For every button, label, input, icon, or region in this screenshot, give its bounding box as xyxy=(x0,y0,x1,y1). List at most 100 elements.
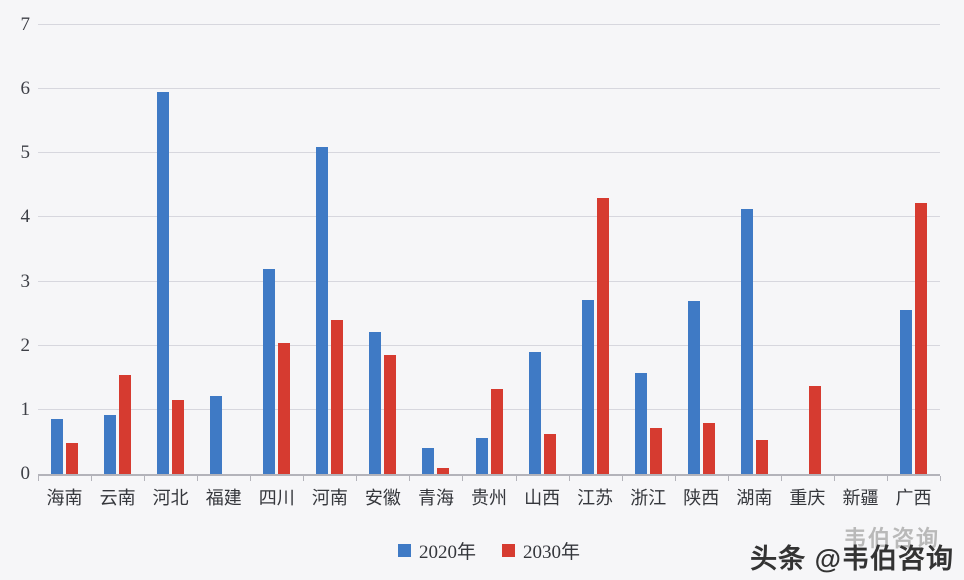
axis-tick-mark xyxy=(780,476,782,481)
bar-2020年-湖南 xyxy=(740,209,753,474)
axis-tick-mark xyxy=(38,476,39,481)
bar-group-河南 xyxy=(303,25,356,474)
x-tick-label-海南: 海南 xyxy=(46,488,83,508)
bar-2020年-山西 xyxy=(528,351,541,474)
x-tick-label-安徽: 安徽 xyxy=(364,488,401,508)
axis-tick-mark xyxy=(621,476,623,481)
axis-tick-mark xyxy=(197,476,199,481)
x-tick-label-新疆: 新疆 xyxy=(842,488,879,508)
y-tick-label: 3 xyxy=(20,270,31,292)
bar-2030年-重庆 xyxy=(808,386,821,474)
axis-tick-mark xyxy=(568,476,570,481)
legend-swatch-icon xyxy=(502,544,515,557)
legend: 2020年 2030年 xyxy=(38,537,940,564)
x-tick-label-湖南: 湖南 xyxy=(736,488,773,508)
x-tick-label-山西: 山西 xyxy=(524,488,561,508)
bar-2020年-云南 xyxy=(104,415,117,474)
bar-group-贵州 xyxy=(463,25,516,474)
bar-2030年-江苏 xyxy=(596,198,609,474)
bar-group-重庆 xyxy=(781,25,834,474)
x-tick-label-四川: 四川 xyxy=(258,488,295,508)
bar-group-广西 xyxy=(887,25,940,474)
bar-2030年-河南 xyxy=(331,320,344,474)
bar-2020年-贵州 xyxy=(475,438,488,474)
bar-2030年-陕西 xyxy=(702,423,715,474)
legend-label: 2020年 xyxy=(418,542,476,563)
legend-label: 2030年 xyxy=(523,542,581,563)
bar-2020年-河南 xyxy=(316,146,329,474)
gridline-y2 xyxy=(38,344,940,346)
gridline-y1 xyxy=(38,408,940,410)
bar-group-安徽 xyxy=(356,25,409,474)
axis-tick-mark xyxy=(356,476,358,481)
bar-2030年-浙江 xyxy=(649,427,662,474)
legend-item-2020年: 2020年 xyxy=(397,537,476,564)
bar-2020年-福建 xyxy=(210,396,223,474)
x-tick-label-河南: 河南 xyxy=(311,488,348,508)
y-tick-label: 1 xyxy=(20,398,31,420)
watermark-text: 头条 @韦伯咨询 xyxy=(750,544,954,574)
axis-tick-mark xyxy=(674,476,676,481)
watermark-ghost-text: 韦伯咨询 xyxy=(843,526,940,551)
bar-group-山西 xyxy=(516,25,569,474)
axis-tick-mark xyxy=(727,476,729,481)
bar-2020年-广西 xyxy=(900,309,913,474)
y-tick-label: 5 xyxy=(20,142,31,164)
bar-2020年-海南 xyxy=(51,418,64,474)
x-tick-label-浙江: 浙江 xyxy=(630,488,667,508)
x-tick-label-青海: 青海 xyxy=(417,488,454,508)
y-tick-label: 6 xyxy=(20,78,31,100)
bar-group-陕西 xyxy=(675,25,728,474)
bar-2020年-江苏 xyxy=(581,299,594,474)
axis-tick-mark xyxy=(250,476,252,481)
bar-group-云南 xyxy=(91,25,144,474)
axis-tick-mark xyxy=(886,476,888,481)
axis-tick-mark xyxy=(303,476,305,481)
gridline-y6 xyxy=(38,88,940,90)
x-tick-label-重庆: 重庆 xyxy=(789,488,826,508)
bar-group-新疆 xyxy=(834,25,887,474)
bar-2030年-贵州 xyxy=(490,388,503,474)
bar-2030年-湖南 xyxy=(755,440,768,474)
gridline-y7 xyxy=(38,24,940,25)
y-tick-label: 7 xyxy=(20,14,31,35)
bar-2020年-河北 xyxy=(157,92,170,474)
bar-2030年-河北 xyxy=(172,399,185,474)
x-axis-labels: 海南 云南 河北 福建 四川 河南 安徽 青海 贵州 山西 江苏 浙江 陕西 湖南 重庆 新疆 广西 xyxy=(38,484,940,510)
bar-2030年-安徽 xyxy=(384,355,397,474)
legend-swatch-icon xyxy=(397,544,411,557)
bar-group-四川 xyxy=(250,25,303,474)
x-tick-label-广西: 广西 xyxy=(895,488,932,508)
gridline-y4 xyxy=(38,216,940,218)
bar-group-青海 xyxy=(409,25,462,474)
plot-area xyxy=(38,24,941,481)
bar-2020年-浙江 xyxy=(634,373,647,474)
axis-tick-mark xyxy=(409,476,411,481)
axis-tick-mark xyxy=(940,476,941,481)
axis-tick-mark xyxy=(91,476,93,481)
bars-container xyxy=(38,25,940,474)
bar-2030年-云南 xyxy=(119,374,132,474)
bar-2030年-四川 xyxy=(278,342,291,474)
bar-2030年-广西 xyxy=(915,203,928,474)
x-tick-label-福建: 福建 xyxy=(205,488,242,508)
bar-2030年-海南 xyxy=(66,443,79,474)
axis-tick-mark xyxy=(833,476,835,481)
bar-2020年-陕西 xyxy=(687,301,700,474)
x-tick-label-河北: 河北 xyxy=(152,488,189,508)
axis-tick-mark xyxy=(515,476,517,481)
bar-group-江苏 xyxy=(569,25,622,474)
bar-2030年-山西 xyxy=(543,433,556,474)
x-tick-label-云南: 云南 xyxy=(99,488,136,508)
bar-2030年-青海 xyxy=(437,467,450,474)
axis-tick-mark xyxy=(462,476,464,481)
bar-2020年-青海 xyxy=(422,448,435,474)
bar-group-福建 xyxy=(197,25,250,474)
bar-group-海南 xyxy=(38,25,91,474)
x-tick-label-陕西: 陕西 xyxy=(683,488,720,508)
legend-item-2030年: 2030年 xyxy=(502,537,580,564)
x-tick-label-贵州: 贵州 xyxy=(471,488,508,508)
bar-2020年-四川 xyxy=(263,268,276,474)
bar-group-浙江 xyxy=(622,25,675,474)
y-tick-label: 2 xyxy=(20,334,31,356)
